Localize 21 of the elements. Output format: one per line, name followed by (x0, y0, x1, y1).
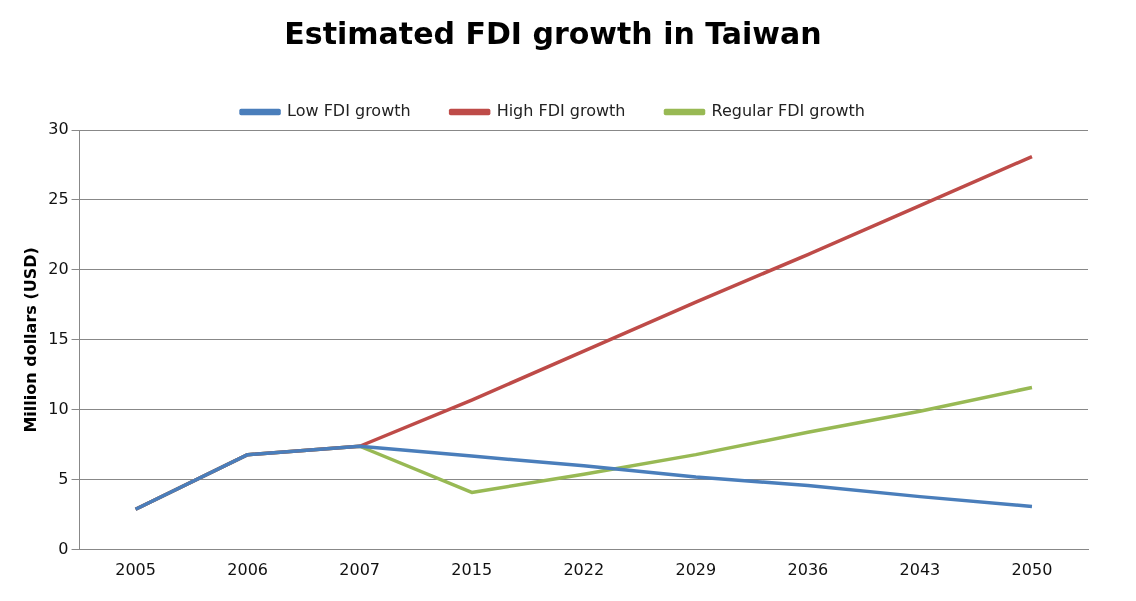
y-tick-label: 5 (58, 468, 69, 488)
x-tick-label: 2036 (787, 559, 829, 579)
y-tick-label: 15 (48, 329, 69, 349)
x-tick-label: 2029 (675, 559, 717, 579)
y-tick-label: 25 (48, 189, 69, 209)
legend-label: Regular FDI growth (711, 101, 865, 121)
chart-title: Estimated FDI growth in Taiwan (284, 15, 822, 51)
x-tick-label: 2006 (227, 559, 268, 579)
x-tick-label: 2007 (339, 559, 381, 579)
y-tick-label: 10 (48, 399, 69, 419)
x-tick-label: 2050 (1011, 559, 1053, 579)
x-tick-label: 2015 (451, 559, 493, 579)
y-tick-label: 30 (48, 119, 69, 139)
x-tick-label: 2005 (115, 559, 156, 579)
legend-label: High FDI growth (496, 101, 626, 121)
y-tick-label: 0 (58, 538, 69, 558)
y-tick-label: 20 (48, 259, 69, 279)
legend-label: Low FDI growth (287, 101, 411, 121)
y-axis-title: Million dollars (USD) (20, 247, 40, 433)
x-tick-label: 2043 (899, 559, 941, 579)
x-tick-label: 2022 (563, 559, 605, 579)
